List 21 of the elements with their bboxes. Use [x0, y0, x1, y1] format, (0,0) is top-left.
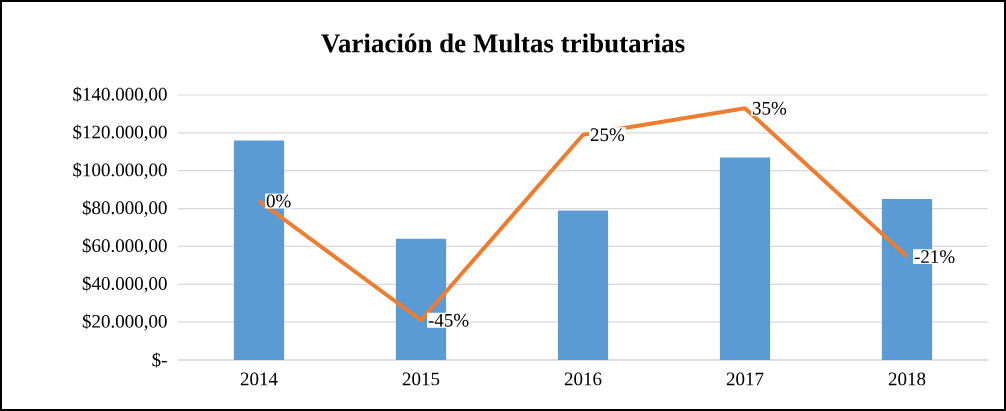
y-tick-label: $20.000,00 [82, 313, 167, 331]
y-tick-label: $40.000,00 [82, 275, 167, 293]
bar [557, 210, 609, 360]
y-tick-label: $120.000,00 [73, 124, 167, 142]
x-tick-label: 2015 [402, 372, 440, 386]
data-label: -21% [914, 250, 955, 264]
chart-title: Variación de Multas tributarias [321, 33, 685, 53]
y-tick-label: $80.000,00 [82, 200, 167, 217]
y-tick-label: $100.000,00 [73, 162, 167, 180]
x-tick-label: 2014 [240, 372, 278, 386]
x-tick-label: 2018 [888, 372, 926, 386]
y-tick-label: $60.000,00 [82, 238, 167, 255]
x-tick-label: 2017 [726, 372, 764, 386]
y-tick-label: $- [152, 352, 167, 368]
data-label: 0% [266, 194, 291, 208]
y-tick-label: $140.000,00 [73, 86, 167, 104]
data-label: 25% [590, 128, 625, 142]
data-label: -45% [428, 313, 469, 327]
x-tick-label: 2016 [564, 372, 602, 386]
bar [719, 157, 771, 360]
data-label: 35% [752, 101, 787, 115]
